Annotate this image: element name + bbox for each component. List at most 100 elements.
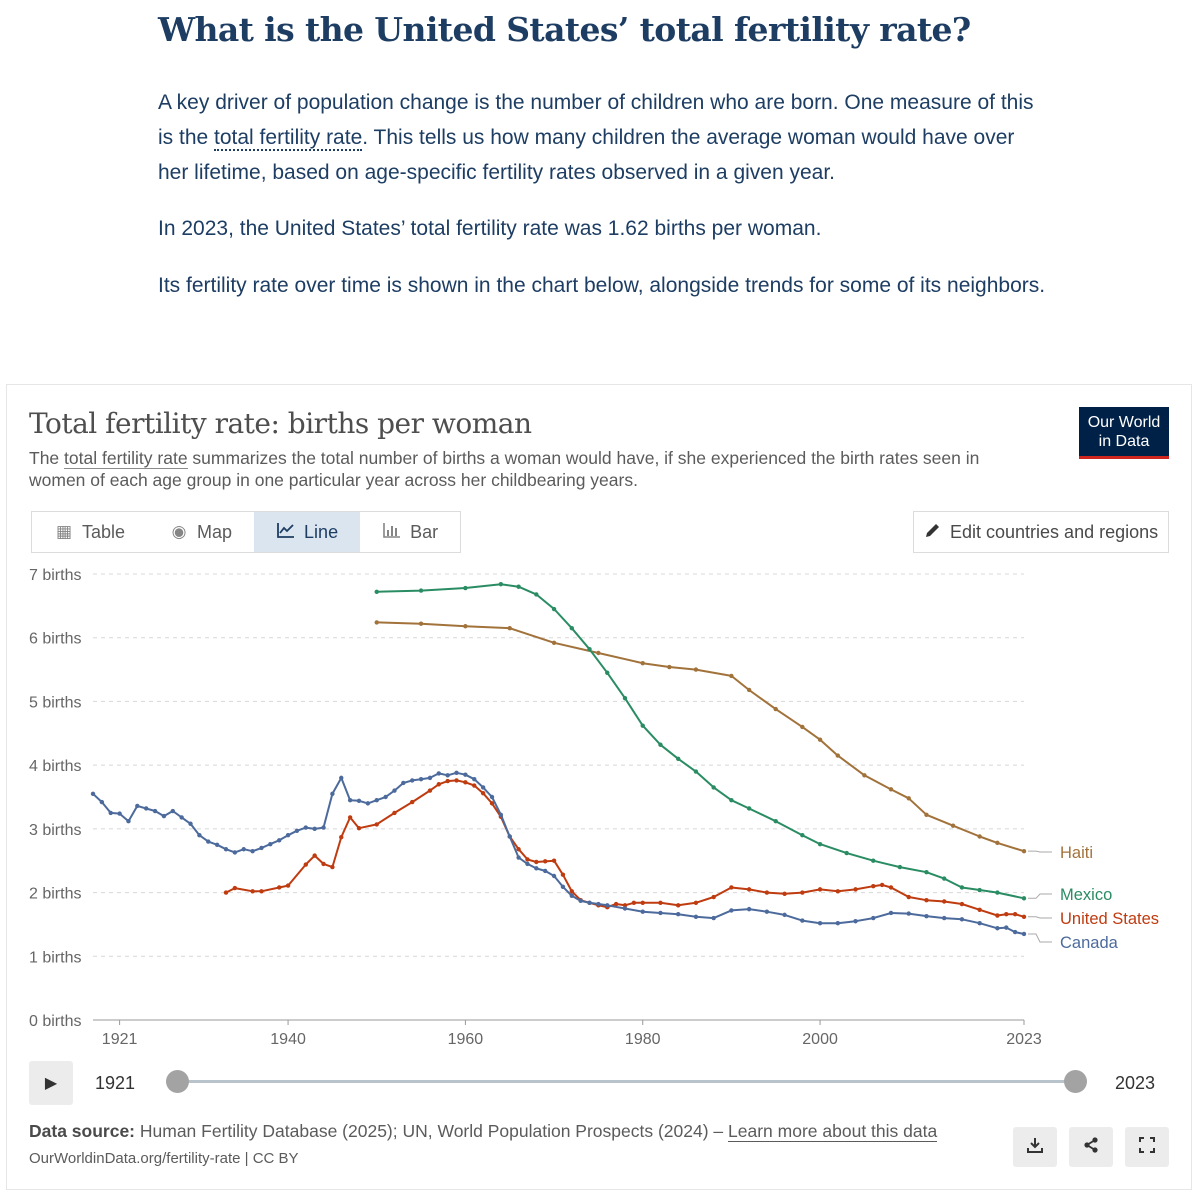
data-point: [259, 845, 264, 851]
data-point: [197, 833, 202, 838]
data-point: [844, 850, 849, 856]
legend-connector: [1028, 850, 1052, 853]
data-point: [374, 620, 379, 625]
data-point: [285, 883, 291, 888]
x-tick-label: 2000: [802, 1031, 838, 1048]
data-point: [729, 885, 734, 890]
data-point: [800, 833, 805, 838]
x-tick-label: 1921: [102, 1031, 138, 1048]
data-point: [640, 900, 645, 905]
data-point: [285, 833, 291, 838]
data-point: [108, 810, 113, 816]
data-point: [924, 913, 929, 919]
owid-logo[interactable]: Our World in Data: [1079, 407, 1169, 459]
timeline-start-handle[interactable]: [166, 1070, 189, 1093]
data-point: [551, 858, 557, 863]
download-button[interactable]: [1013, 1127, 1057, 1167]
timeline-track[interactable]: [177, 1080, 1075, 1083]
data-point: [711, 915, 716, 921]
timeline-end-handle[interactable]: [1064, 1070, 1087, 1093]
chart-subtitle: The total fertility rate summarizes the …: [29, 447, 1039, 491]
data-point: [117, 811, 122, 816]
data-point: [463, 624, 468, 629]
data-point: [463, 772, 468, 777]
tab-table[interactable]: ▦ Table: [32, 512, 147, 552]
tfr-definition-link[interactable]: total fertility rate: [214, 126, 363, 151]
data-point: [445, 778, 450, 784]
data-point: [277, 885, 282, 890]
intro-text: A key driver of population change is the…: [158, 91, 1034, 149]
data-point: [888, 885, 894, 890]
data-point: [374, 589, 379, 595]
line-chart-icon: [276, 522, 296, 543]
play-button[interactable]: ▶: [29, 1061, 73, 1105]
data-point: [232, 885, 238, 891]
data-point: [223, 890, 229, 895]
data-point: [516, 584, 521, 589]
data-point: [569, 893, 574, 898]
learn-more-link[interactable]: Learn more about this data: [728, 1121, 938, 1142]
data-point: [871, 858, 876, 863]
x-tick-label: 1960: [448, 1031, 484, 1048]
data-point: [303, 862, 308, 867]
data-point: [356, 826, 362, 831]
data-point: [764, 909, 770, 914]
data-point: [188, 821, 193, 826]
data-point: [277, 838, 282, 843]
data-point: [250, 848, 255, 854]
tab-line[interactable]: Line: [254, 512, 361, 552]
data-point: [410, 799, 415, 805]
data-point: [472, 776, 477, 782]
data-point: [427, 775, 433, 781]
data-point: [356, 798, 362, 804]
data-point: [569, 889, 574, 894]
data-point: [676, 912, 681, 917]
data-point: [551, 873, 557, 879]
tab-label: Table: [82, 521, 126, 542]
edit-countries-button[interactable]: Edit countries and regions: [913, 511, 1169, 553]
data-point: [817, 841, 823, 847]
bar-chart-icon: [382, 522, 402, 543]
table-icon: ▦: [55, 522, 73, 541]
data-point: [303, 825, 308, 830]
data-point: [534, 866, 539, 871]
data-point: [525, 861, 530, 867]
data-point: [782, 912, 787, 918]
data-point: [347, 797, 353, 803]
data-point: [817, 920, 823, 926]
data-point: [223, 847, 229, 852]
data-point: [640, 661, 645, 666]
data-point: [436, 782, 441, 787]
data-point: [773, 706, 778, 712]
data-point: [835, 920, 840, 926]
data-point: [729, 673, 734, 679]
data-point: [1021, 914, 1027, 919]
fullscreen-button[interactable]: [1125, 1127, 1169, 1167]
data-point: [746, 687, 752, 693]
us-rate-paragraph: In 2023, the United States’ total fertil…: [158, 217, 822, 240]
data-point: [498, 812, 504, 818]
data-point: [321, 861, 326, 867]
data-point: [622, 696, 628, 701]
series-label: Mexico: [1060, 886, 1112, 904]
tab-bar[interactable]: Bar: [360, 512, 460, 552]
data-point: [613, 901, 619, 907]
subtitle-tfr-link[interactable]: total fertility rate: [64, 448, 188, 469]
data-point: [418, 588, 424, 593]
data-point: [800, 724, 805, 730]
share-icon: [1082, 1136, 1100, 1159]
data-point: [489, 794, 495, 800]
logo-line-2: in Data: [1098, 433, 1150, 450]
data-point: [835, 889, 840, 894]
view-tabs: ▦ Table ◉ Map Line Bar: [31, 511, 462, 553]
data-point: [418, 621, 424, 626]
data-point: [773, 819, 778, 824]
share-button[interactable]: [1069, 1127, 1113, 1167]
tab-map[interactable]: ◉ Map: [147, 512, 254, 552]
data-point: [906, 796, 911, 801]
data-point: [596, 901, 601, 907]
data-point: [463, 780, 468, 785]
data-point: [232, 850, 238, 855]
data-point: [862, 773, 867, 778]
data-point: [658, 910, 663, 916]
